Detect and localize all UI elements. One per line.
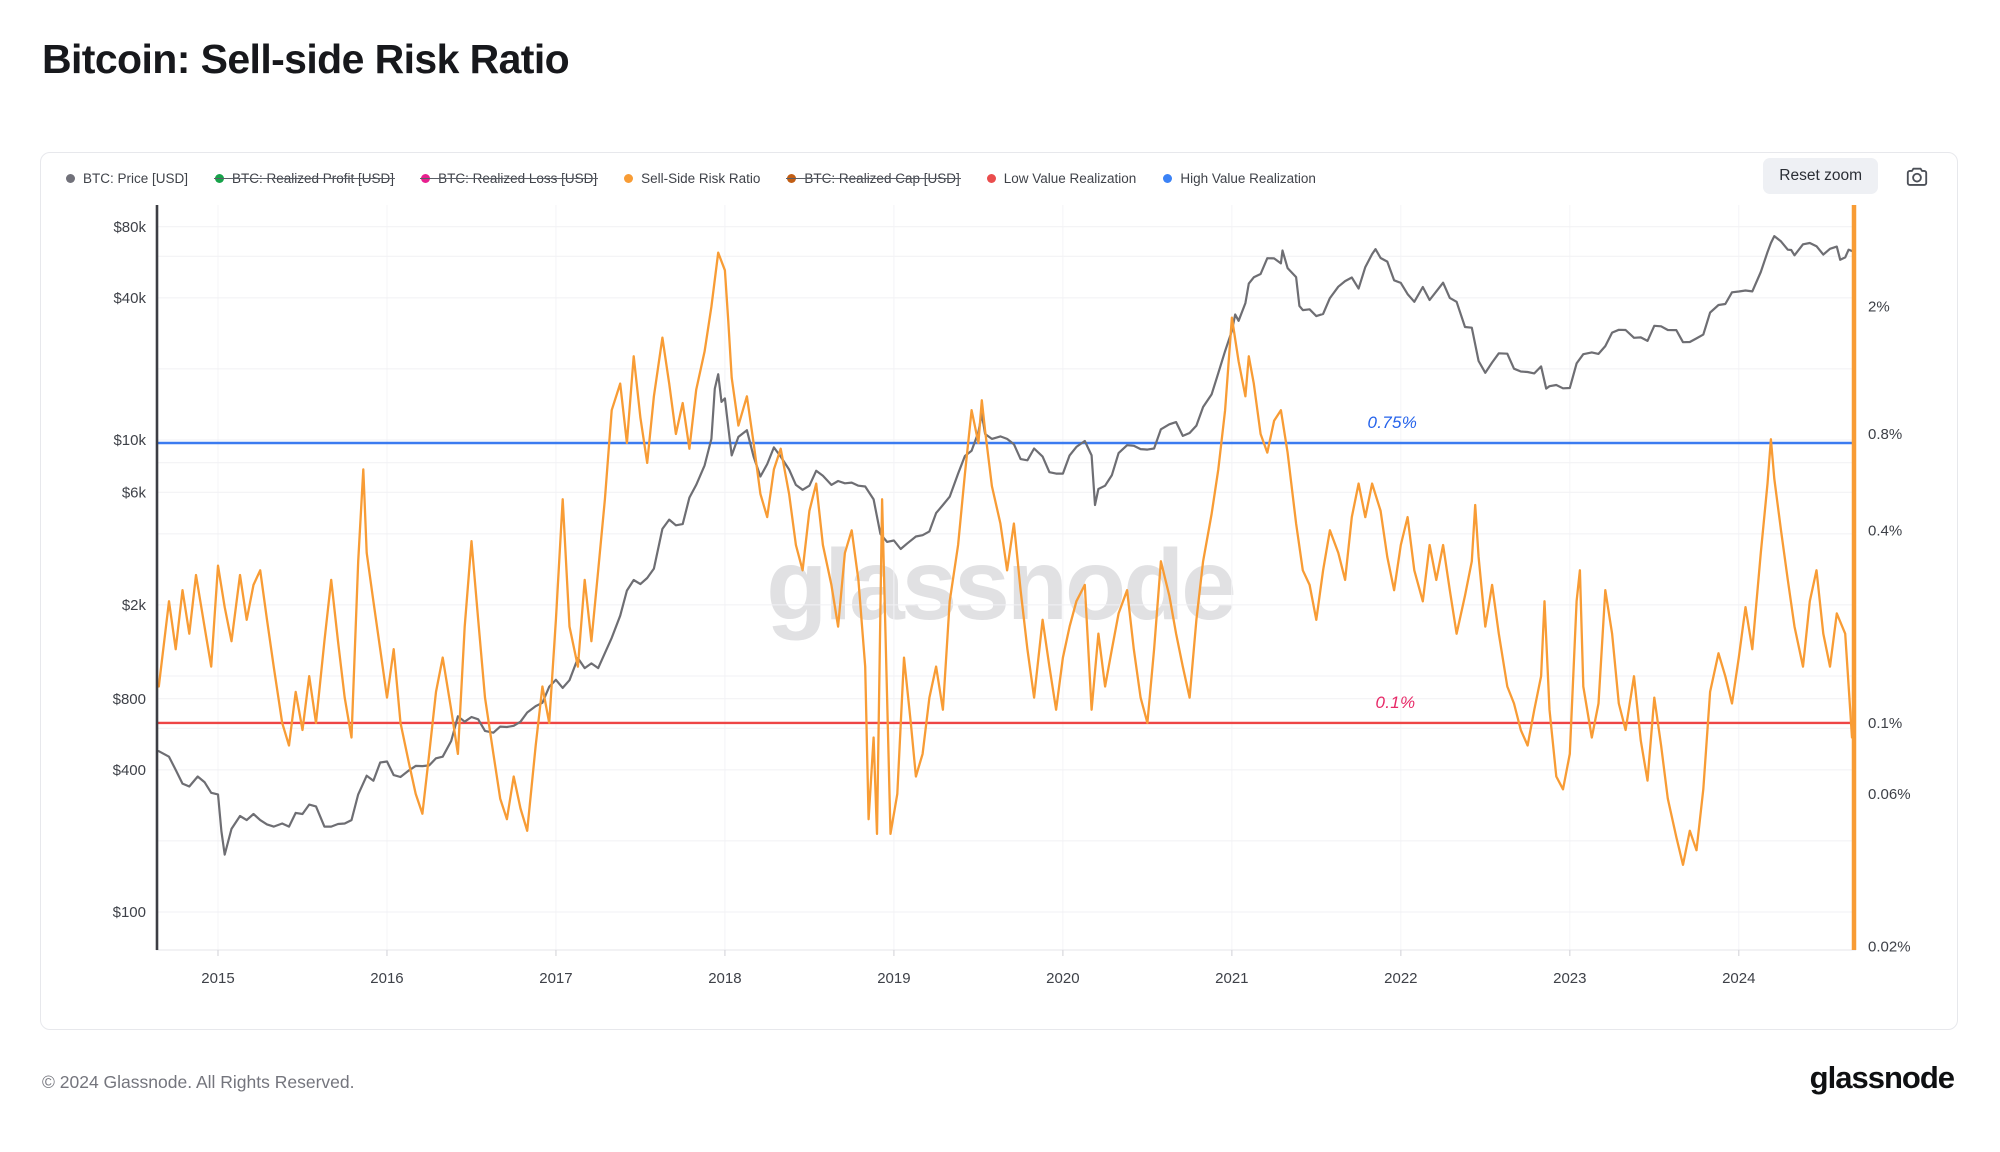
left-axis-label: $80k	[113, 219, 146, 236]
x-tick-label: 2015	[201, 970, 234, 987]
legend-label: BTC: Realized Loss [USD]	[438, 170, 598, 186]
legend-label: High Value Realization	[1180, 170, 1316, 186]
x-tick-label: 2020	[1046, 970, 1079, 987]
reset-zoom-button[interactable]: Reset zoom	[1763, 158, 1878, 194]
legend-item-3[interactable]: Sell-Side Risk Ratio	[624, 171, 760, 186]
legend-label: BTC: Realized Cap [USD]	[804, 170, 960, 186]
right-axis-label: 2%	[1868, 299, 1890, 316]
left-axis-label: $6k	[122, 484, 147, 501]
right-axis-label: 0.02%	[1868, 939, 1911, 956]
legend-dot-icon	[66, 173, 75, 183]
x-tick-label: 2023	[1553, 970, 1586, 987]
glassnode-logo: glassnode	[1809, 1060, 1955, 1095]
right-axis-label: 0.8%	[1868, 426, 1902, 443]
copyright-text: © 2024 Glassnode. All Rights Reserved.	[42, 1072, 355, 1092]
legend-dot-icon	[787, 173, 797, 183]
page-title: Bitcoin: Sell-side Risk Ratio	[42, 36, 570, 82]
legend-label: BTC: Realized Profit [USD]	[232, 170, 395, 186]
camera-icon[interactable]	[1904, 164, 1930, 190]
high-value-realization-label: 0.75%	[1367, 412, 1418, 432]
legend-dot-icon	[1163, 173, 1173, 183]
legend-label: Low Value Realization	[1003, 170, 1137, 186]
right-axis-label: 0.4%	[1868, 522, 1902, 539]
legend-dot-icon	[215, 173, 225, 183]
left-axis-label: $100	[113, 904, 146, 921]
legend-item-0[interactable]: BTC: Price [USD]	[66, 171, 188, 186]
camera-icon-glyph	[1906, 167, 1928, 186]
x-tick-label: 2021	[1215, 970, 1248, 987]
left-axis-label: $400	[113, 762, 146, 779]
legend-label: BTC: Price [USD]	[83, 170, 189, 186]
left-axis-label: $2k	[122, 597, 147, 614]
series-price	[157, 235, 1854, 856]
legend-item-1[interactable]: BTC: Realized Profit [USD]	[214, 170, 396, 186]
legend-dot-icon	[624, 173, 634, 183]
x-tick-label: 2024	[1722, 970, 1755, 987]
legend-item-5[interactable]: Low Value Realization	[986, 170, 1137, 186]
x-tick-label: 2017	[539, 970, 572, 987]
right-axis-label: 0.1%	[1868, 715, 1902, 732]
left-axis-label: $40k	[113, 290, 146, 307]
low-value-realization-label: 0.1%	[1375, 692, 1416, 712]
left-axis-label: $800	[113, 691, 146, 708]
legend-item-4[interactable]: BTC: Realized Cap [USD]	[786, 170, 962, 186]
legend-dot-icon	[986, 173, 996, 183]
x-tick-label: 2022	[1384, 970, 1417, 987]
legend-item-6[interactable]: High Value Realization	[1163, 171, 1316, 186]
x-tick-label: 2018	[708, 970, 741, 987]
x-tick-label: 2016	[370, 970, 403, 987]
series-risk-ratio	[157, 251, 1854, 866]
right-axis-label: 0.06%	[1868, 786, 1911, 803]
chart-legend: BTC: Price [USD] BTC: Realized Profit [US…	[66, 160, 1316, 196]
legend-label: Sell-Side Risk Ratio	[641, 170, 761, 186]
legend-item-2[interactable]: BTC: Realized Loss [USD]	[420, 170, 599, 186]
x-tick-label: 2019	[877, 970, 910, 987]
left-axis-label: $10k	[113, 432, 146, 449]
legend-dot-icon	[421, 173, 431, 183]
